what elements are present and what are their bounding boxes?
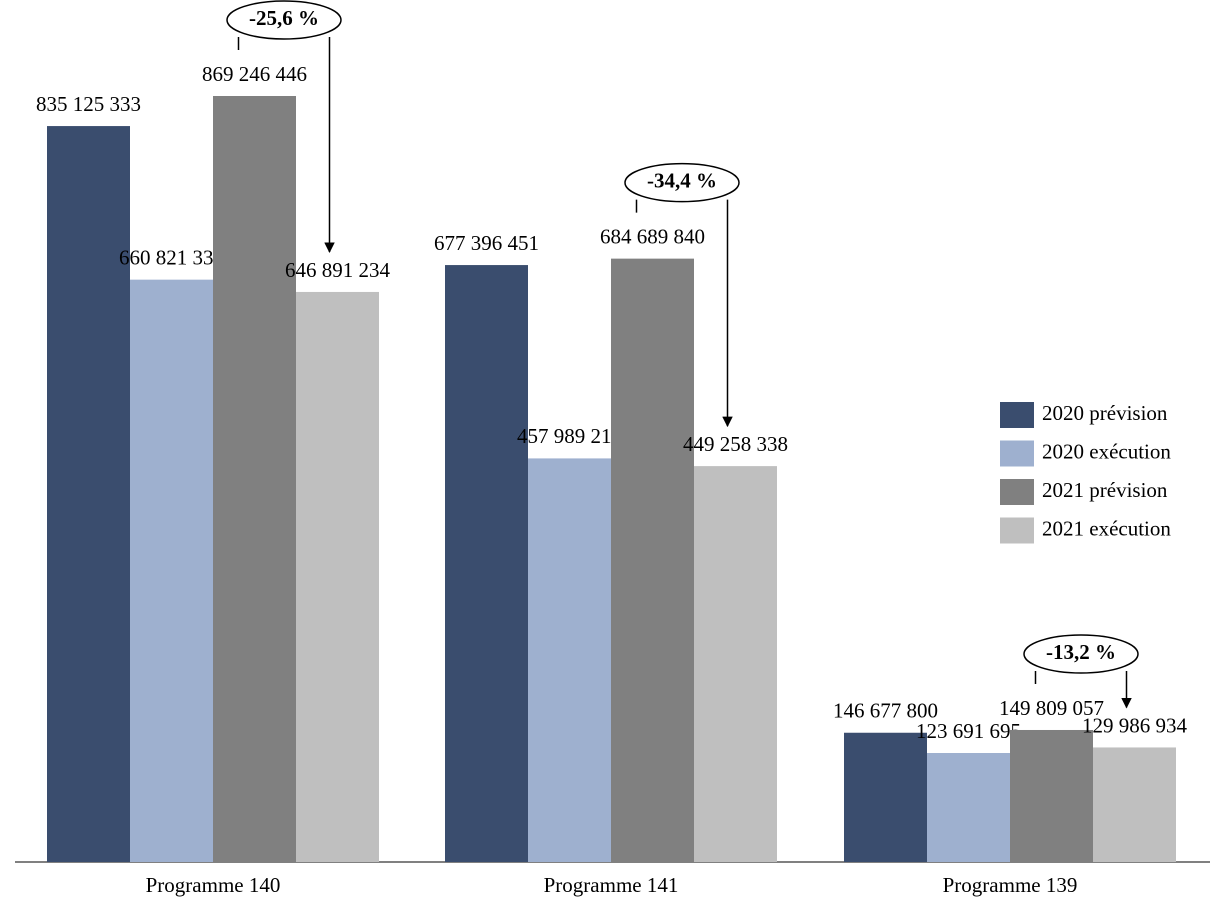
annotation: -13,2 % bbox=[1046, 640, 1116, 664]
bar bbox=[694, 466, 777, 862]
value-label: 684 689 840 bbox=[600, 224, 705, 248]
annotation: -34,4 % bbox=[647, 168, 717, 192]
bar bbox=[927, 753, 1010, 862]
value-label: 149 809 057 bbox=[999, 696, 1104, 720]
value-label: 677 396 451 bbox=[434, 231, 539, 255]
value-label: 129 986 934 bbox=[1082, 713, 1188, 737]
x-tick-label: Programme 140 bbox=[146, 873, 281, 897]
value-label: 646 891 234 bbox=[285, 258, 391, 282]
bar bbox=[611, 258, 694, 863]
annotation-bubble bbox=[624, 162, 740, 203]
legend-swatch bbox=[1000, 402, 1034, 428]
x-tick-label: Programme 139 bbox=[943, 873, 1078, 897]
bar bbox=[47, 126, 130, 863]
value-label: 146 677 800 bbox=[833, 699, 938, 723]
legend-swatch bbox=[1000, 440, 1034, 467]
bar bbox=[528, 458, 611, 862]
bar bbox=[130, 279, 213, 862]
value-label: 869 246 446 bbox=[202, 62, 307, 86]
bar bbox=[1010, 729, 1093, 862]
legend-label: 2020 exécution bbox=[1042, 439, 1171, 463]
annotation-bubble bbox=[1023, 634, 1139, 674]
legend-label: 2021 exécution bbox=[1042, 516, 1171, 540]
legend-label: 2021 prévision bbox=[1042, 478, 1168, 502]
legend-label: 2020 prévision bbox=[1042, 401, 1168, 425]
value-label: 835 125 333 bbox=[36, 92, 141, 116]
value-label: 123 691 695 bbox=[916, 719, 1021, 743]
bar bbox=[844, 732, 927, 862]
value-label: 457 989 214 bbox=[517, 424, 623, 448]
bar bbox=[445, 265, 528, 862]
legend-swatch bbox=[1000, 479, 1034, 505]
bar bbox=[213, 96, 296, 862]
value-label: 660 821 334 bbox=[119, 245, 225, 269]
annotation: -25,6 % bbox=[249, 6, 319, 30]
bar bbox=[1093, 747, 1176, 862]
value-label: 449 258 338 bbox=[683, 432, 788, 456]
annotation-bubble bbox=[226, 0, 342, 40]
bar bbox=[296, 291, 379, 862]
legend-swatch bbox=[1000, 517, 1034, 544]
x-tick-label: Programme 141 bbox=[544, 873, 679, 897]
